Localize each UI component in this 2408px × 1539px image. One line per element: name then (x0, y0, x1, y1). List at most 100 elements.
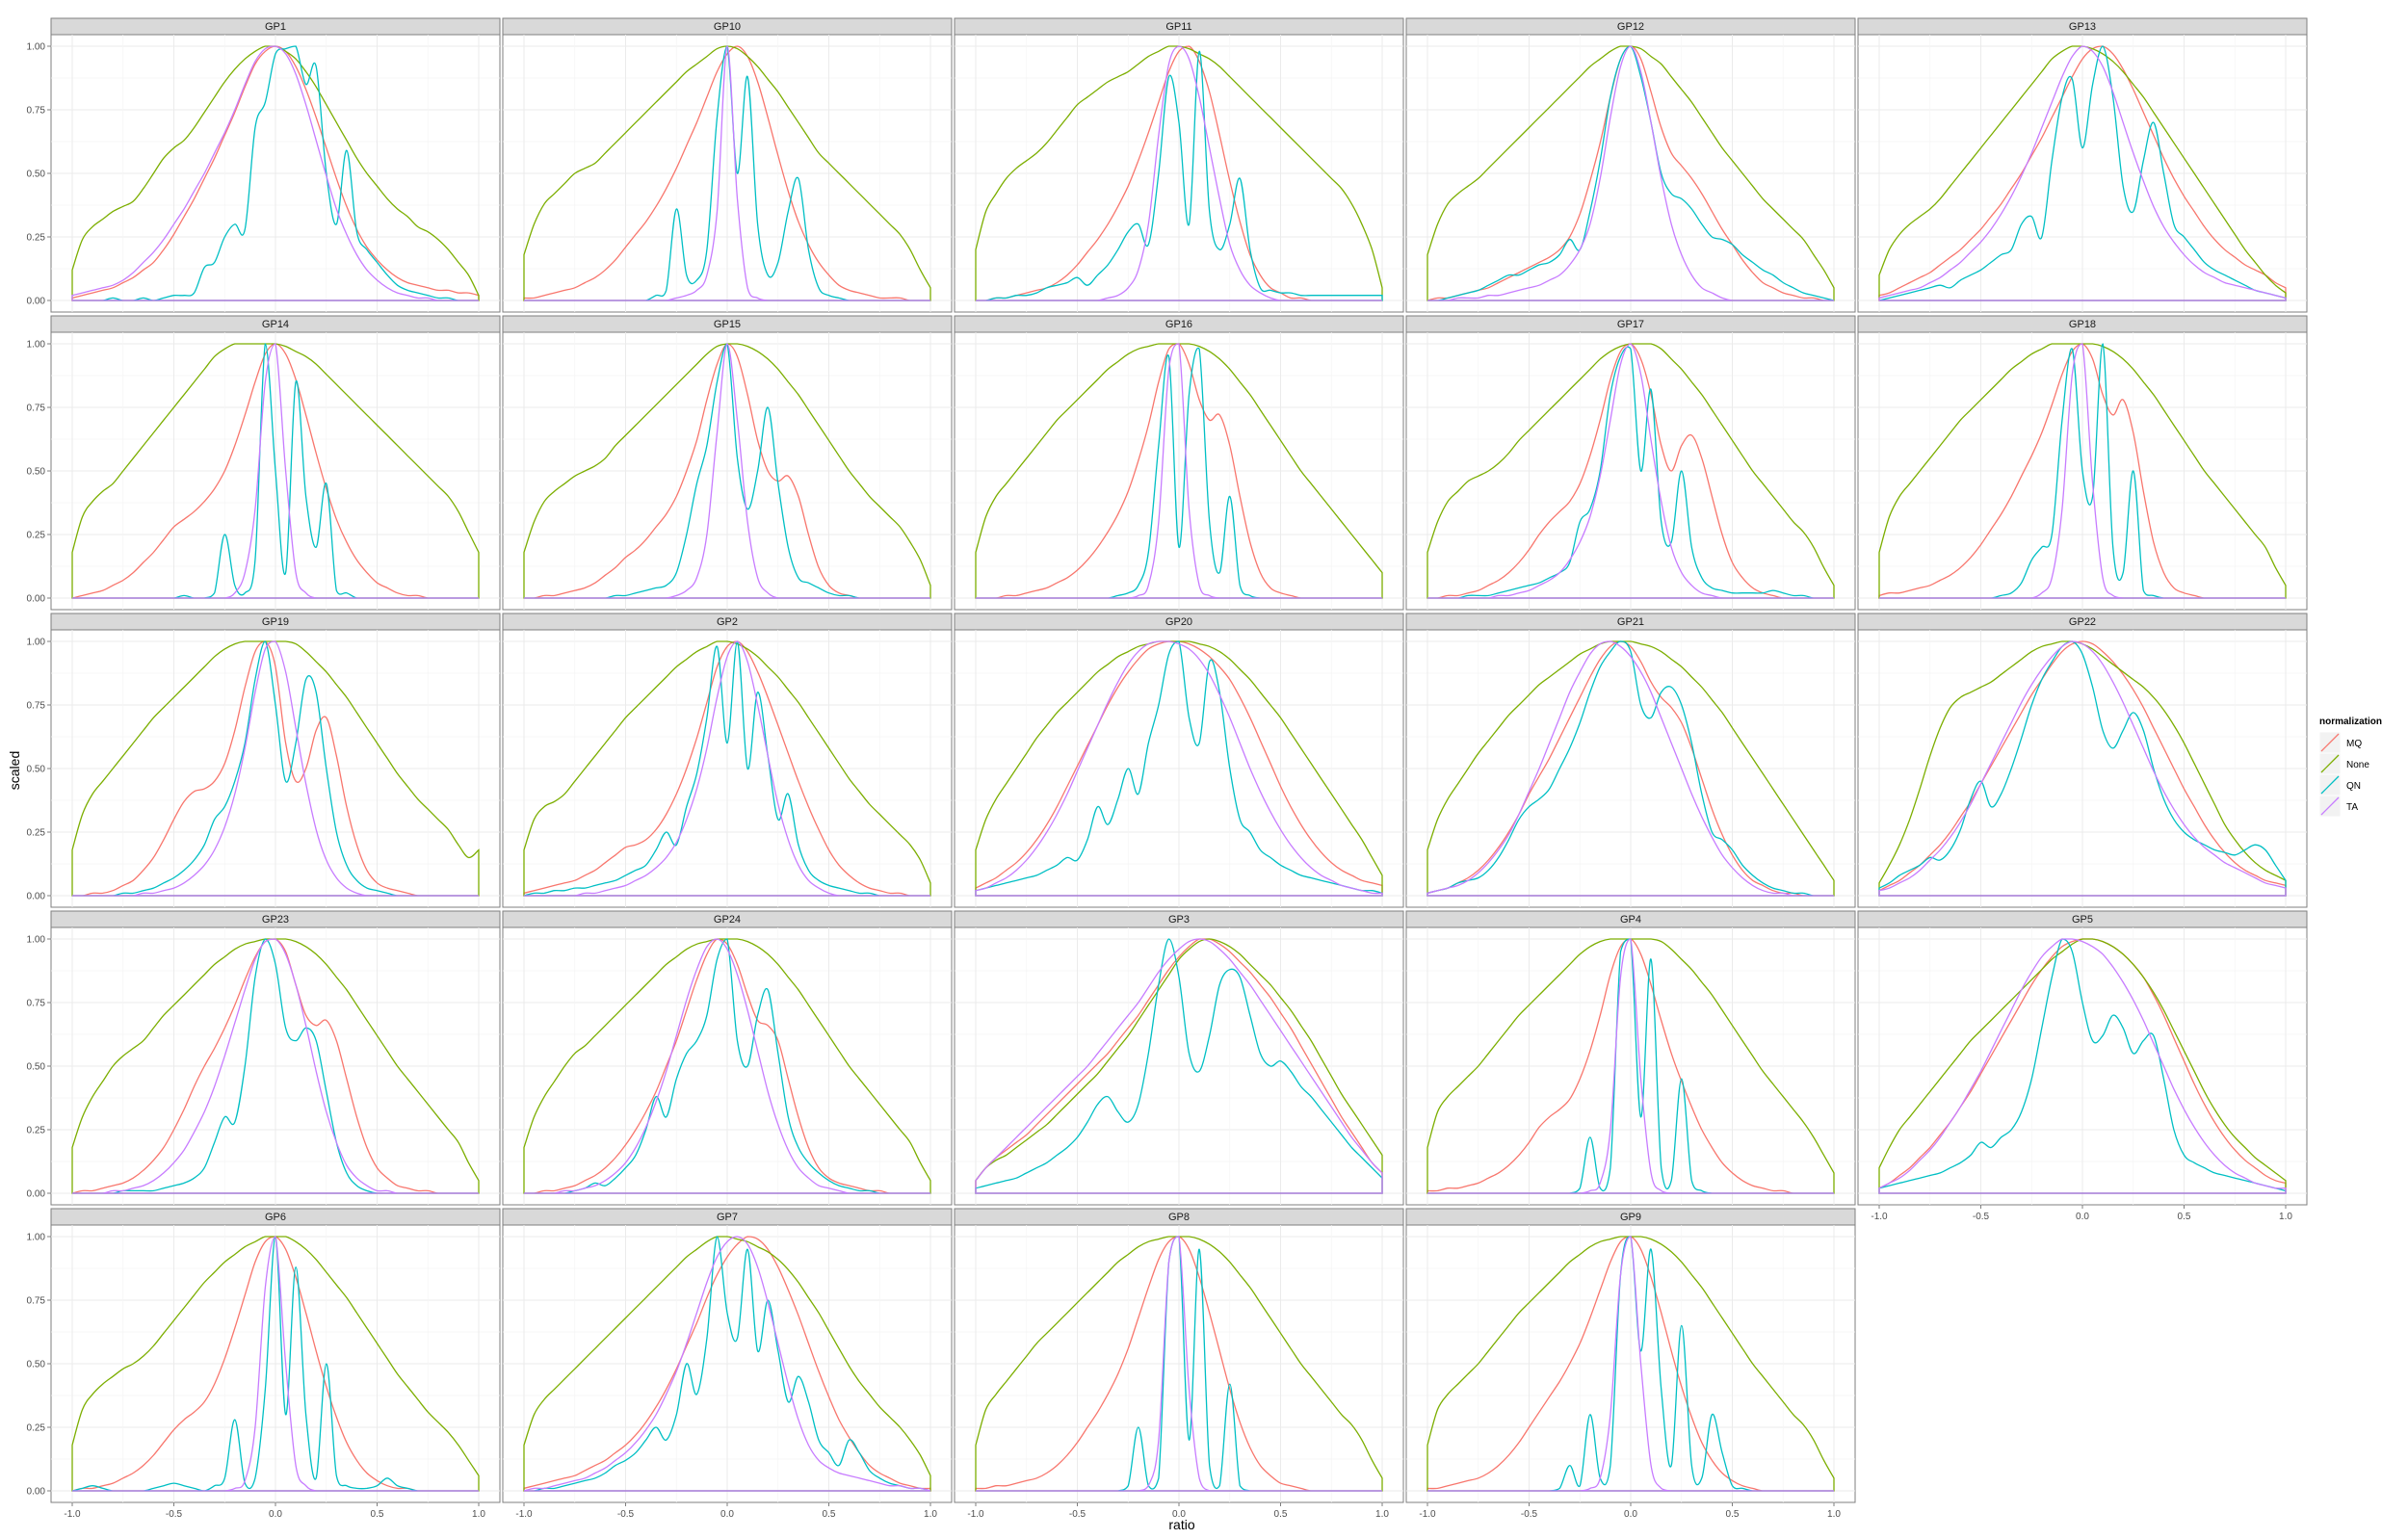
facet-panel-GP6: GP6 0.00 0.25 0.50 0.75 1.00 -1.0 -0.5 0.0 0.5 1.0 (27, 1208, 501, 1520)
y-tick-label: 0.25 (27, 1423, 46, 1434)
series-line-ta (1426, 45, 1834, 301)
x-tick-label: 0.0 (1624, 1509, 1637, 1520)
legend-label: TA (2346, 802, 2358, 813)
series-line-ta (71, 938, 479, 1194)
x-tick-label: 0.5 (1726, 1509, 1740, 1520)
legend-entry-mq: MQ (2318, 731, 2362, 754)
series-line-mq (1878, 640, 2287, 897)
series-line-qn (523, 640, 930, 897)
y-tick-label: 0.00 (27, 892, 46, 902)
y-tick-label: 0.00 (27, 1487, 46, 1498)
facet-panel-GP13: GP13 (1857, 17, 2308, 313)
legend-key-line (2320, 754, 2340, 773)
series-line-mq (523, 938, 930, 1194)
facet-strip-label: GP3 (1168, 914, 1190, 926)
x-tick-label: 1.0 (1827, 1509, 1841, 1520)
series-line-qn (1426, 640, 1834, 897)
facet-strip-label: GP17 (1617, 319, 1644, 330)
series-line-ta (71, 45, 479, 301)
series-line-none (975, 938, 1383, 1194)
y-tick-label: 0.50 (27, 170, 46, 180)
y-tick-label: 0.25 (27, 233, 46, 244)
x-tick-label: -0.5 (617, 1509, 635, 1520)
facet-panel-GP9: GP9 -1.0 -0.5 0.0 0.5 1.0 (1405, 1208, 1856, 1520)
facet-panel-GP19: GP19 0.00 0.25 0.50 0.75 1.00 (27, 613, 501, 908)
facet-panel-GP14: GP14 0.00 0.25 0.50 0.75 1.00 (27, 315, 501, 611)
series-line-ta (1878, 45, 2287, 301)
facet-strip-label: GP13 (2069, 21, 2096, 33)
series-line-ta (976, 343, 1382, 599)
legend-key-line (2320, 775, 2340, 795)
facet-panel-GP18: GP18 (1857, 315, 2308, 611)
facet-strip-label: GP10 (714, 21, 741, 33)
series-line-ta (524, 343, 930, 599)
facet-panel-GP16: GP16 (954, 315, 1404, 611)
x-tick-label: -0.5 (1521, 1509, 1538, 1520)
series-line-ta (1878, 938, 2287, 1194)
facet-strip-label: GP1 (265, 21, 286, 33)
series-line-mq (975, 938, 1383, 1194)
facet-strip-label: GP23 (262, 914, 289, 926)
x-tick-label: 0.0 (2076, 1212, 2089, 1222)
facet-panel-GP8: GP8 -1.0 -0.5 0.0 0.5 1.0 (954, 1208, 1404, 1520)
x-tick-label: -0.5 (166, 1509, 183, 1520)
facet-panel-GP11: GP11 (954, 17, 1404, 313)
legend-title: normalization (2319, 717, 2382, 727)
series-line-mq (523, 1236, 931, 1492)
facet-strip-label: GP18 (2069, 319, 2096, 330)
facet-panel-GP4: GP4 (1405, 910, 1856, 1206)
x-tick-label: -0.5 (1973, 1212, 1990, 1222)
legend-label: QN (2346, 781, 2361, 792)
series-line-ta (72, 640, 479, 897)
x-tick-label: 0.5 (2178, 1212, 2191, 1222)
series-line-none (1426, 640, 1835, 897)
x-tick-label: 0.5 (823, 1509, 836, 1520)
x-tick-label: -1.0 (967, 1509, 984, 1520)
facet-panel-GP10: GP10 (502, 17, 953, 313)
series-line-ta (1426, 1236, 1834, 1492)
facet-strip-label: GP7 (717, 1212, 738, 1223)
facet-panel-GP7: GP7 -1.0 -0.5 0.0 0.5 1.0 (502, 1208, 953, 1520)
legend-key-line (2320, 733, 2340, 752)
facet-strip-label: GP9 (1620, 1212, 1641, 1223)
x-axis-title: ratio (1168, 1517, 1194, 1532)
series-line-mq (1426, 640, 1834, 897)
series-line-mq (523, 45, 930, 301)
legend-entry-ta: TA (2318, 795, 2358, 818)
grid (1858, 927, 2307, 1205)
series-line-qn (523, 1236, 931, 1492)
series-line-none (975, 343, 1383, 599)
x-tick-label: 0.0 (1172, 1509, 1186, 1520)
series-line-ta (523, 938, 930, 1194)
series-line-ta (71, 1236, 479, 1492)
facet-strip-label: GP11 (1165, 21, 1191, 33)
series-line-ta (1879, 343, 2286, 599)
y-tick-label: 1.00 (27, 935, 46, 946)
y-tick-label: 1.00 (27, 638, 46, 648)
series-line-ta (524, 640, 930, 897)
legend-label: None (2346, 760, 2369, 770)
y-tick-label: 0.00 (27, 594, 46, 605)
series-line-qn (975, 938, 1383, 1194)
facet-panel-GP24: GP24 (502, 910, 953, 1206)
y-tick-label: 0.25 (27, 828, 46, 839)
x-tick-label: -1.0 (515, 1509, 533, 1520)
legend-label: MQ (2346, 739, 2362, 749)
series-line-qn (1427, 346, 1834, 599)
series-line-qn (975, 640, 1383, 897)
facet-strip-label: GP4 (1620, 914, 1641, 926)
facet-panel-GP12: GP12 (1405, 17, 1856, 313)
legend: normalization MQ None QN TA (2318, 717, 2382, 818)
facet-strip-label: GP2 (717, 616, 738, 628)
facet-strip-label: GP15 (714, 319, 741, 330)
series-line-ta (1878, 640, 2287, 897)
series-line-ta (523, 1236, 931, 1492)
facet-strip-label: GP14 (262, 319, 289, 330)
y-tick-label: 0.25 (27, 1126, 46, 1136)
legend-entry-qn: QN (2318, 773, 2361, 796)
y-tick-label: 0.00 (27, 1189, 46, 1200)
facet-panel-GP23: GP23 0.00 0.25 0.50 0.75 1.00 (27, 910, 501, 1206)
series-line-mq (523, 640, 930, 897)
x-tick-label: 0.5 (1274, 1509, 1288, 1520)
